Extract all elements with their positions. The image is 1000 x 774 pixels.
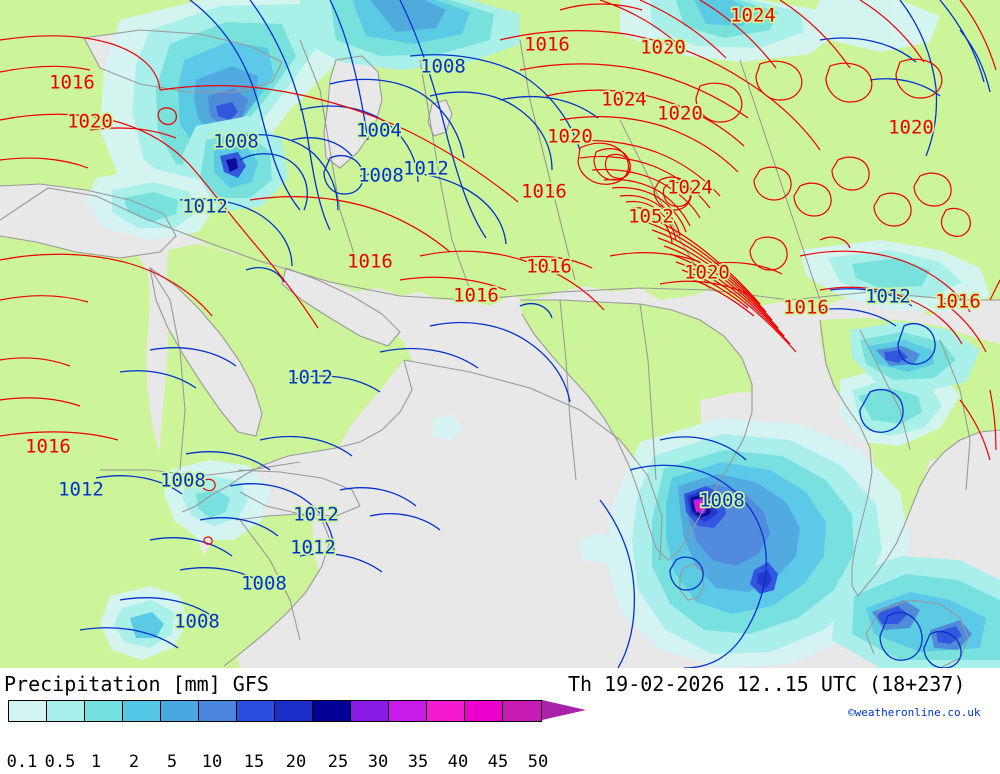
- isobar-label: 1024: [667, 177, 713, 199]
- isobar-label: 1012: [865, 286, 911, 308]
- legend-tick: 30: [367, 752, 389, 772]
- precip-area: [216, 102, 238, 120]
- isobar-label: 1008: [174, 611, 220, 633]
- arabian-sea: [312, 360, 662, 668]
- product-title: Precipitation [mm] GFS: [4, 672, 269, 696]
- isobar-label: 1020: [67, 111, 113, 133]
- legend-swatch: [47, 701, 85, 721]
- isobar-label: 1012: [290, 537, 336, 559]
- isobar-label: 1024: [730, 5, 776, 27]
- precip-area: [884, 350, 908, 363]
- legend-tick: 1: [90, 752, 102, 772]
- caspian-sea: [324, 56, 382, 168]
- legend-tick: 25: [327, 752, 349, 772]
- legend-tick: 0.1: [6, 752, 38, 772]
- isobar-label: 1016: [49, 72, 95, 94]
- isobar-label: 1016: [524, 34, 570, 56]
- legend-tick: 15: [243, 752, 265, 772]
- isobar-label: 1020: [888, 117, 934, 139]
- legend-tick: 40: [447, 752, 469, 772]
- isobar-label: 1008: [241, 573, 287, 595]
- isobar-label: 1008: [358, 165, 404, 187]
- isobar-label: 1012: [293, 504, 339, 526]
- precip-area: [432, 414, 462, 440]
- legend-swatch: [237, 701, 275, 721]
- precip-area: [226, 158, 238, 172]
- precip-area: [812, 0, 940, 52]
- precip-area: [858, 388, 922, 424]
- copyright-credit: ©weatheronline.co.uk: [848, 706, 981, 719]
- isobar-label: 1020: [684, 262, 730, 284]
- africa-landmass: [0, 228, 240, 668]
- isobar-label: 1008: [420, 56, 466, 78]
- isobar-label: 1016: [347, 251, 393, 273]
- footer-panel: Precipitation [mm] GFS Th 19-02-2026 12.…: [0, 668, 1000, 772]
- precip-area: [580, 532, 616, 564]
- legend-swatch: [465, 701, 503, 721]
- isobar-label: 1016: [935, 291, 981, 313]
- legend-swatch: [313, 701, 351, 721]
- isobar-label: 1012: [403, 158, 449, 180]
- legend-swatch: [123, 701, 161, 721]
- legend-tick: 10: [201, 752, 223, 772]
- legend-tick: 2: [128, 752, 140, 772]
- legend-swatch: [351, 701, 389, 721]
- legend-colorbar[interactable]: [8, 700, 542, 722]
- persian-gulf: [282, 268, 400, 346]
- isobar-label: 1016: [521, 181, 567, 203]
- isobar-label: 1012: [287, 367, 333, 389]
- forecast-timestamp: Th 19-02-2026 12..15 UTC (18+237): [568, 672, 966, 696]
- legend-swatch: [161, 701, 199, 721]
- isobar-high-layer: [0, 0, 1000, 545]
- isobar-label: 1020: [547, 126, 593, 148]
- legend-swatch: [389, 701, 427, 721]
- map-panel[interactable]: 1016 1020 1008 1012 1008 1004 1008 1012 1016 1020…: [0, 0, 1000, 668]
- legend-overflow-arrow: [542, 700, 586, 720]
- isobar-label: 1016: [25, 436, 71, 458]
- isobar-label: 1008: [213, 131, 259, 153]
- precip-area: [695, 502, 704, 511]
- isobar-label: 1016: [453, 285, 499, 307]
- isobar-label: 1016: [526, 256, 572, 278]
- isobar-low-layer: [79, 0, 991, 668]
- legend-tick: 45: [487, 752, 509, 772]
- isobar-label: 1020: [640, 37, 686, 59]
- legend-swatch: [427, 701, 465, 721]
- legend-tick: 50: [527, 752, 549, 772]
- isobar-label: 1020: [657, 103, 703, 125]
- legend-tick: 35: [407, 752, 429, 772]
- isobar-label: 1024: [601, 89, 647, 111]
- precip-area: [196, 490, 230, 518]
- legend-tick: 5: [166, 752, 178, 772]
- isobar-label: 1008: [699, 490, 745, 512]
- isobar-label: 1016: [783, 297, 829, 319]
- legend-swatch: [9, 701, 47, 721]
- isobar-label: 1052: [628, 206, 674, 228]
- precip-area: [876, 606, 908, 624]
- legend-tick: 0.5: [44, 752, 76, 772]
- legend-tick: 20: [285, 752, 307, 772]
- precip-area: [936, 626, 962, 644]
- precip-area: [852, 258, 930, 288]
- isobar-label: 1012: [182, 196, 228, 218]
- horn-of-africa: [198, 514, 330, 668]
- legend-swatch: [85, 701, 123, 721]
- isobar-label: 1012: [58, 479, 104, 501]
- legend-swatch: [199, 701, 237, 721]
- isobar-label: 1004: [356, 120, 402, 142]
- isobar-label: 1008: [160, 470, 206, 492]
- legend-tick-labels: 0.1 0.5 1 2 5 10 15 20 25 30 35 40 45 50: [6, 752, 568, 774]
- legend-swatch: [275, 701, 313, 721]
- aral-sea: [428, 100, 452, 136]
- legend-swatch: [503, 701, 541, 721]
